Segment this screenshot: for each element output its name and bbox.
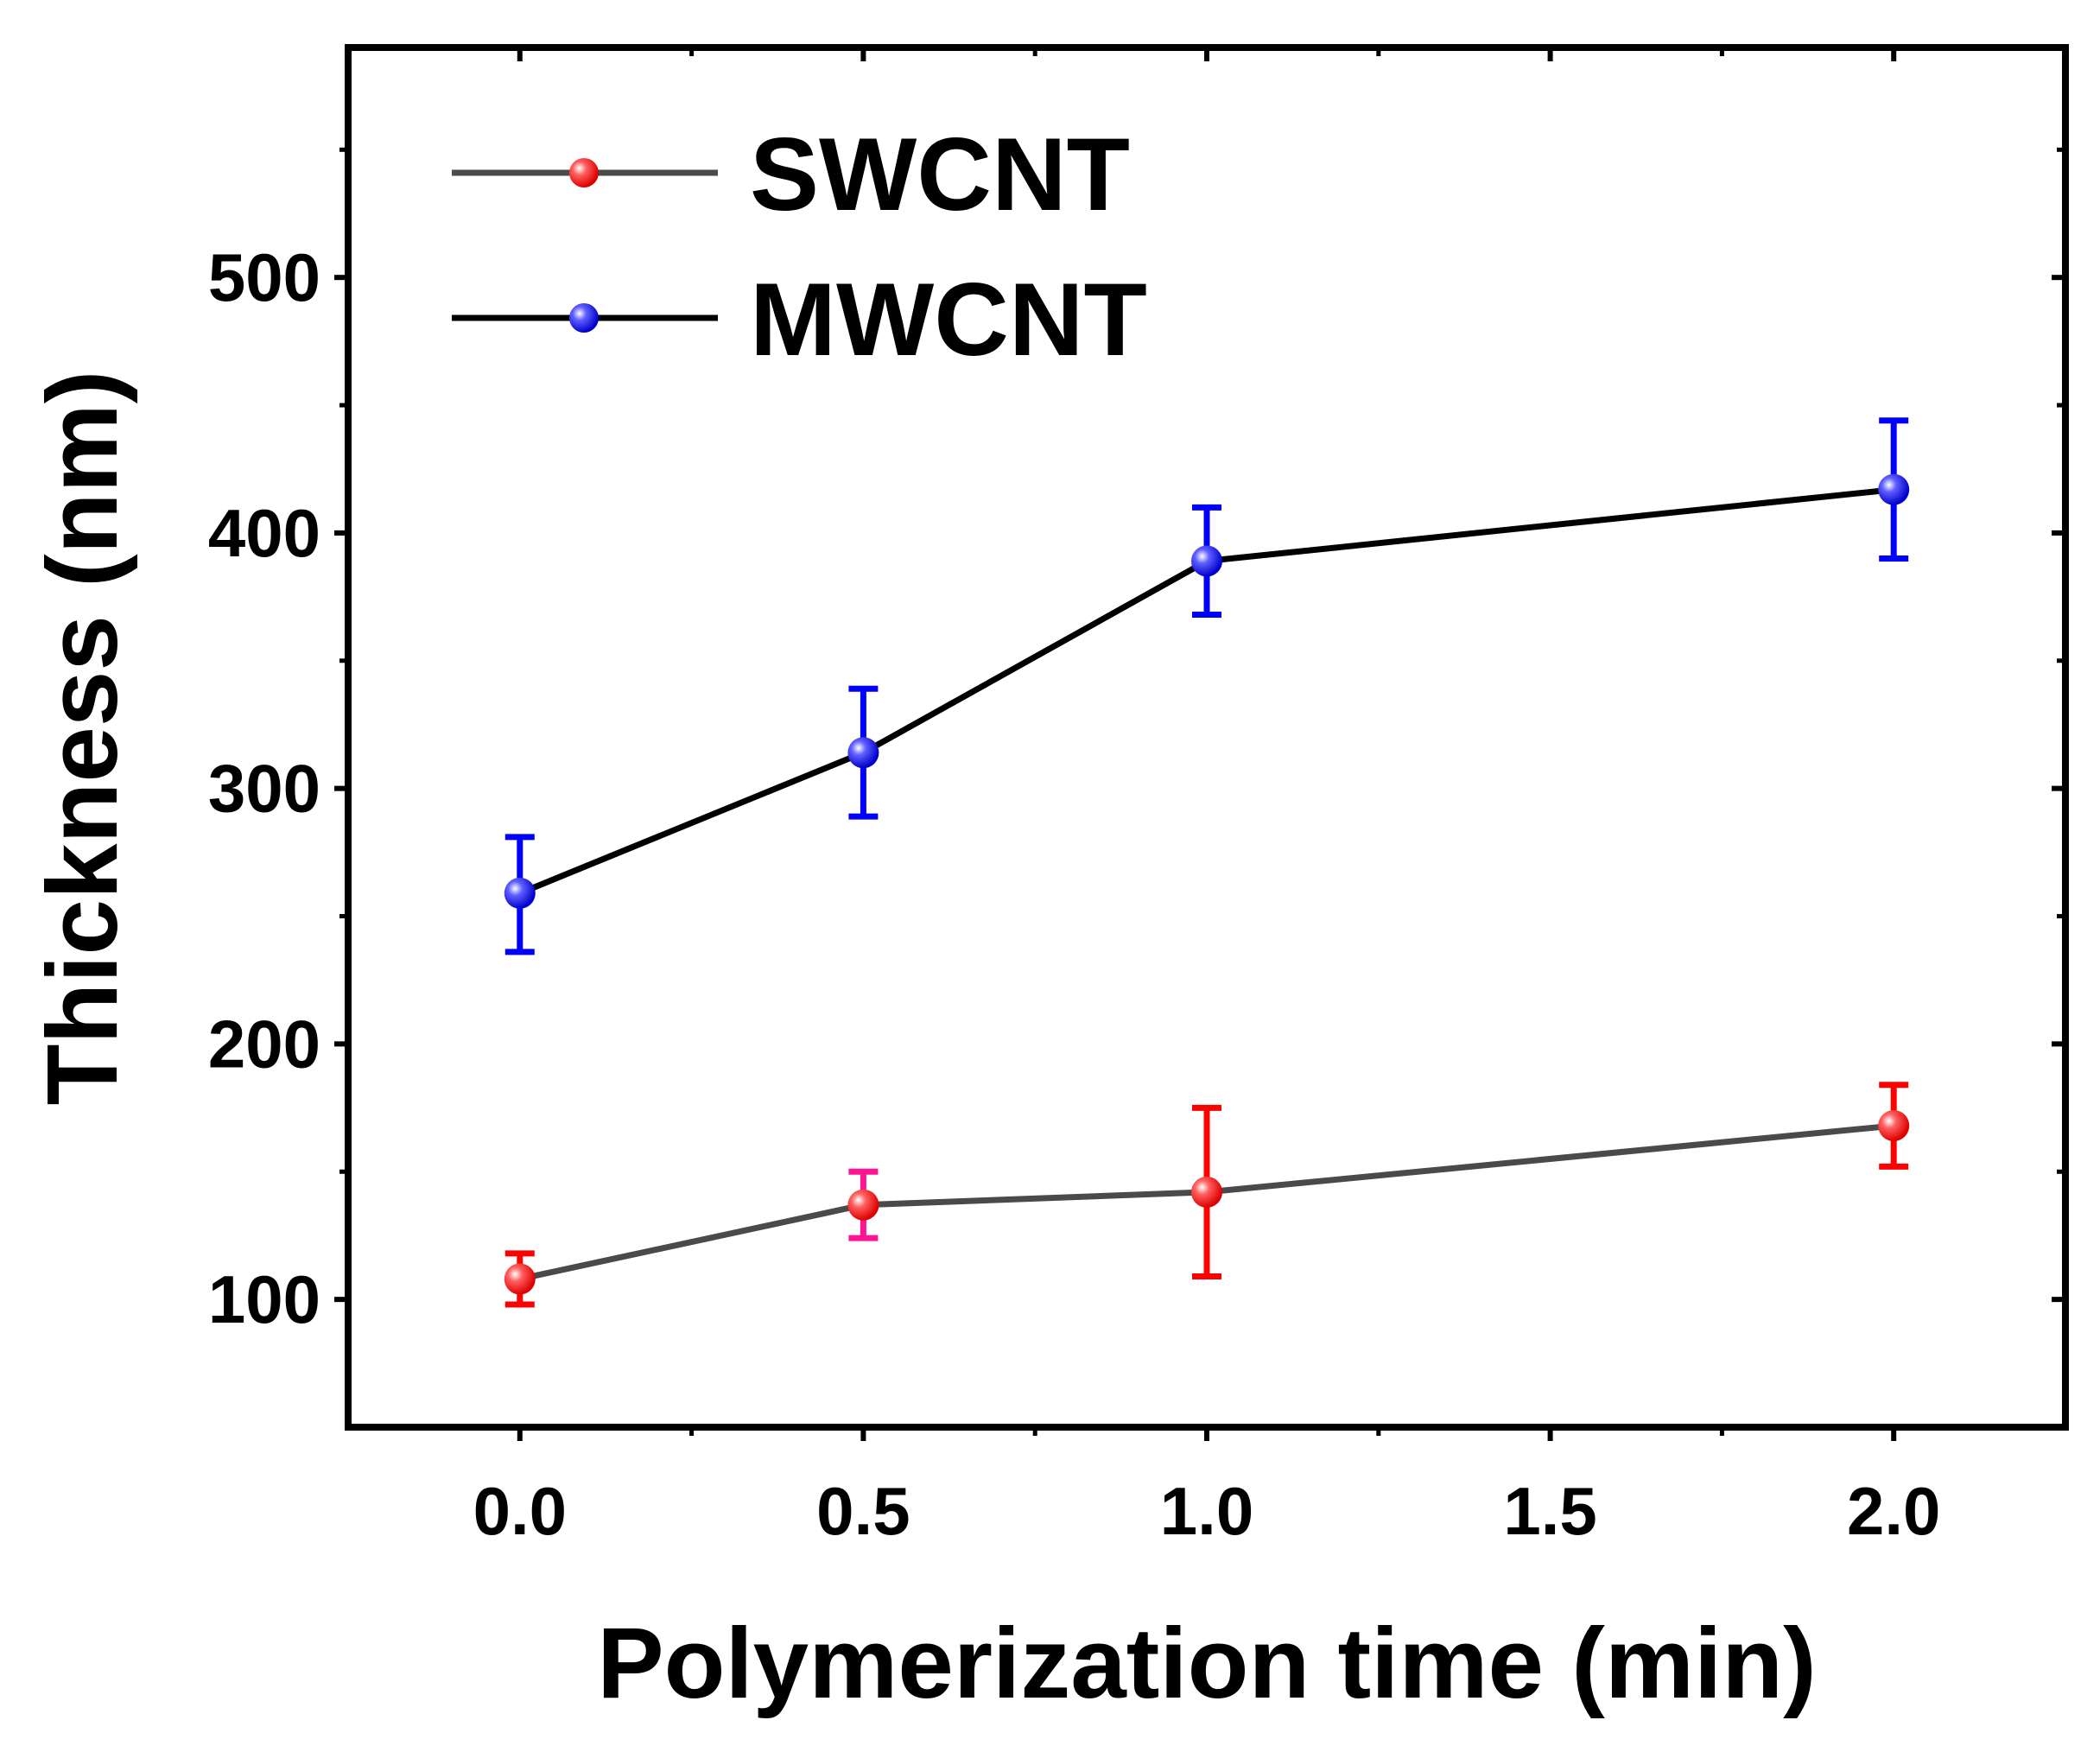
legend-swcnt-label: SWCNT — [750, 117, 1130, 232]
swcnt-point — [1191, 1176, 1222, 1208]
swcnt-point — [504, 1263, 536, 1295]
mwcnt-point — [1878, 473, 1910, 505]
legend-mwcnt-marker — [569, 303, 599, 333]
swcnt-point — [847, 1189, 879, 1221]
legend-swcnt-marker — [569, 158, 599, 187]
y-tick-label: 400 — [208, 495, 320, 571]
y-tick-label: 300 — [208, 751, 320, 827]
legend: SWCNT MWCNT — [452, 117, 1147, 378]
x-tick-label: 1.0 — [1160, 1473, 1253, 1549]
ticks: 0.0 0.5 1.0 1.5 2.0 100 200 300 400 500 — [208, 48, 2065, 1549]
x-axis-title: Polymerization time (min) — [597, 1607, 1817, 1719]
swcnt-point — [1878, 1110, 1910, 1142]
x-tick-label: 0.0 — [473, 1473, 567, 1549]
mwcnt-point — [1191, 545, 1222, 577]
mwcnt-point — [504, 877, 536, 909]
y-tick-label: 100 — [208, 1261, 320, 1337]
mwcnt-point — [847, 737, 879, 769]
y-tick-label: 500 — [208, 239, 320, 315]
x-tick-label: 0.5 — [816, 1473, 910, 1549]
swcnt-line — [519, 1122, 1894, 1282]
legend-mwcnt-label: MWCNT — [750, 262, 1147, 378]
y-axis-title: Thickness (nm) — [26, 371, 138, 1106]
x-tick-label: 1.5 — [1503, 1473, 1596, 1549]
series — [504, 417, 1910, 1308]
y-tick-label: 200 — [208, 1006, 320, 1082]
mwcnt-line — [518, 486, 1894, 897]
x-tick-label: 2.0 — [1847, 1473, 1940, 1549]
